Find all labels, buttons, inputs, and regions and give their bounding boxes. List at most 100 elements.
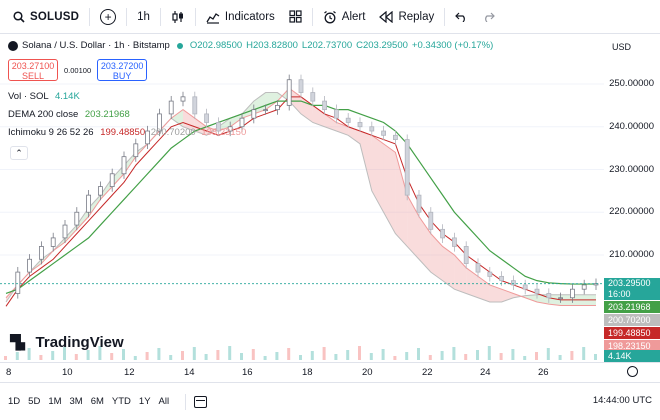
candle-body[interactable] xyxy=(227,126,233,132)
toolbar-divider xyxy=(311,7,313,26)
candle-body[interactable] xyxy=(463,246,469,264)
chart-settings-icon[interactable] xyxy=(627,366,638,377)
ichimoku-cloud-segment xyxy=(265,92,278,110)
layouts-button[interactable] xyxy=(282,4,309,30)
candle-body[interactable] xyxy=(298,79,304,93)
range-5d-button[interactable]: 5D xyxy=(28,396,41,407)
undo-button[interactable] xyxy=(448,4,475,30)
candle-body[interactable] xyxy=(263,109,269,112)
candle-body[interactable] xyxy=(239,117,245,128)
dema-line[interactable] xyxy=(5,100,596,295)
range-3m-button[interactable]: 3M xyxy=(69,396,83,407)
price-chart[interactable] xyxy=(0,34,604,362)
candle-body[interactable] xyxy=(428,211,434,230)
indicators-button[interactable]: Indicators xyxy=(199,4,282,30)
candle-body[interactable] xyxy=(15,271,21,294)
candle-body[interactable] xyxy=(558,297,563,300)
symbol-search[interactable]: SOLUSD xyxy=(6,4,86,30)
candle-body[interactable] xyxy=(392,134,398,140)
candle-body[interactable] xyxy=(581,284,587,290)
candle-body[interactable] xyxy=(487,271,493,277)
ichimoku-indicator-legend[interactable]: Ichimoku 9 26 52 26 199.48850 200.70200 … xyxy=(8,127,246,138)
candle-body[interactable] xyxy=(416,194,422,213)
price-axis[interactable]: USD 250.00000 240.00000 230.00000 220.00… xyxy=(604,34,660,362)
candle-body[interactable] xyxy=(475,263,481,273)
candle-body[interactable] xyxy=(357,122,363,128)
ichimoku-cloud-segment xyxy=(525,294,537,303)
ichimoku-lagging-line[interactable] xyxy=(5,92,596,303)
candle-body[interactable] xyxy=(109,173,115,187)
calendar-icon[interactable] xyxy=(194,395,208,408)
chart-type-button[interactable] xyxy=(164,4,192,30)
chevron-up-icon: ⌃ xyxy=(15,148,23,158)
candle-body[interactable] xyxy=(168,100,174,115)
candle-body[interactable] xyxy=(62,224,68,239)
candle-body[interactable] xyxy=(74,211,80,226)
candle-body[interactable] xyxy=(121,156,127,175)
candle-body[interactable] xyxy=(39,246,44,260)
candle-body[interactable] xyxy=(215,122,221,132)
chart-pane[interactable]: Solana / U.S. Dollar · 1h · Bitstamp O20… xyxy=(0,34,660,362)
range-all-button[interactable]: All xyxy=(158,396,170,407)
candle-body[interactable] xyxy=(570,288,575,299)
candle-body[interactable] xyxy=(451,237,457,247)
candle-body[interactable] xyxy=(510,280,516,286)
range-1d-button[interactable]: 1D xyxy=(8,396,21,407)
symbol-label: SOLUSD xyxy=(30,10,80,23)
candle-body[interactable] xyxy=(310,92,316,102)
time-tick: 22 xyxy=(422,367,433,378)
compare-button[interactable]: + xyxy=(93,4,123,30)
volume-price-tag: 4.14K xyxy=(604,350,660,362)
candle-body[interactable] xyxy=(381,130,387,136)
candle-body[interactable] xyxy=(27,258,33,273)
candle-body[interactable] xyxy=(286,79,292,106)
currency-selector[interactable]: USD xyxy=(612,42,632,52)
dema-indicator-legend[interactable]: DEMA 200 close 203.21968 xyxy=(8,109,130,120)
range-ytd-button[interactable]: YTD xyxy=(111,396,131,407)
candle-body[interactable] xyxy=(133,143,139,158)
volume-bar xyxy=(157,348,161,360)
candle-body[interactable] xyxy=(534,288,540,294)
candle-body[interactable] xyxy=(440,228,446,239)
redo-button[interactable] xyxy=(475,4,502,30)
volume-bar xyxy=(251,349,255,360)
top-toolbar: SOLUSD + 1h Indicators Alert Replay xyxy=(0,0,660,34)
candle-body[interactable] xyxy=(522,284,528,290)
collapse-legend-button[interactable]: ⌃ xyxy=(10,146,28,160)
ichimoku-conversion-line[interactable] xyxy=(5,87,596,306)
candle-body[interactable] xyxy=(546,293,552,299)
volume-bar xyxy=(487,346,491,360)
candle-body[interactable] xyxy=(192,96,198,115)
utc-clock[interactable]: 14:44:00 UTC xyxy=(592,395,652,406)
volume-bar xyxy=(216,350,220,360)
buy-button[interactable]: 203.27200 BUY xyxy=(97,59,148,81)
candle-body[interactable] xyxy=(345,117,351,123)
replay-button[interactable]: Replay xyxy=(372,4,441,30)
candle-body[interactable] xyxy=(333,109,339,119)
time-axis[interactable]: 8 10 12 14 16 18 20 22 24 26 xyxy=(0,362,660,380)
last-price-value: 203.29500 xyxy=(608,278,651,288)
sell-button[interactable]: 203.27100 SELL xyxy=(8,59,58,81)
legend-title-row: Solana / U.S. Dollar · 1h · Bitstamp O20… xyxy=(8,40,493,51)
volume-indicator-legend[interactable]: Vol · SOL 4.14K xyxy=(8,91,80,102)
candle-body[interactable] xyxy=(369,126,375,132)
candle-body[interactable] xyxy=(274,104,280,111)
candle-body[interactable] xyxy=(404,139,410,196)
trade-panel: 203.27100 SELL 0.00100 203.27200 BUY xyxy=(8,59,148,81)
range-1y-button[interactable]: 1Y xyxy=(138,396,151,407)
candle-body[interactable] xyxy=(145,130,151,145)
range-6m-button[interactable]: 6M xyxy=(90,396,104,407)
candle-body[interactable] xyxy=(204,113,210,123)
alert-button[interactable]: Alert xyxy=(316,4,373,30)
price-tick: 210.00000 xyxy=(609,249,654,260)
interval-button[interactable]: 1h xyxy=(130,4,157,30)
candle-body[interactable] xyxy=(86,194,91,213)
range-1m-button[interactable]: 1M xyxy=(48,396,62,407)
candle-body[interactable] xyxy=(180,96,186,102)
candle-body[interactable] xyxy=(499,275,505,282)
candle-body[interactable] xyxy=(322,100,328,111)
candle-body[interactable] xyxy=(98,186,103,196)
candle-body[interactable] xyxy=(156,113,162,132)
candle-body[interactable] xyxy=(251,109,257,119)
candle-body[interactable] xyxy=(50,237,56,247)
